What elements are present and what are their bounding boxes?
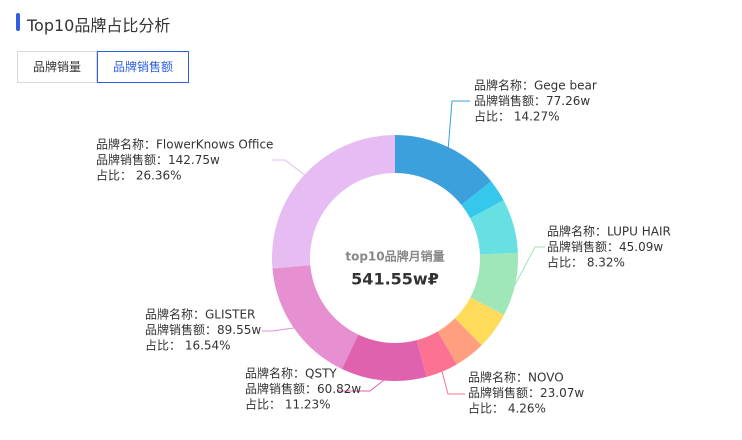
center-title: top10品牌月销量 (345, 249, 444, 264)
leader-line (272, 159, 305, 176)
slice-label: 品牌名称：LUPU HAIR (547, 224, 671, 239)
donut-slice (272, 135, 395, 269)
leader-line (338, 380, 384, 392)
donut-slice (395, 135, 492, 205)
slice-label: 占比： 4.26% (468, 401, 546, 416)
donut-slice (416, 331, 457, 377)
donut-slice (437, 318, 482, 365)
slice-label: 品牌销售额：142.75w (96, 152, 220, 167)
leader-line (447, 100, 470, 148)
slice-label: 品牌名称：Gege bear (474, 78, 597, 93)
title-accent (16, 13, 20, 31)
slice-label: 品牌销售额：77.26w (474, 93, 590, 108)
chart-title: Top10品牌占比分析 (27, 16, 171, 35)
slice-label: 品牌名称：NOVO (468, 370, 564, 385)
donut-slice (470, 200, 518, 255)
donut-slice (272, 265, 359, 369)
slice-label: 品牌销售额：60.82w (245, 381, 361, 396)
slice-label: 品牌名称：QSTY (245, 366, 337, 381)
donut-slice (454, 297, 505, 346)
slice-label: 品牌销售额：89.55w (145, 322, 261, 337)
donut-slice (341, 334, 427, 381)
leader-line (514, 246, 545, 286)
center-value: 541.55w₽ (351, 270, 439, 289)
slice-label: 占比： 14.27% (474, 109, 560, 124)
leader-line (441, 371, 465, 395)
slice-label: 占比： 11.23% (245, 397, 331, 412)
tab[interactable]: 品牌销量 (17, 51, 98, 83)
donut-slice (470, 252, 518, 315)
tab[interactable]: 品牌销售额 (97, 51, 190, 83)
leader-line (262, 327, 294, 332)
tabs: 品牌销量 品牌销售额 (17, 51, 190, 83)
slice-label: 占比： 16.54% (145, 338, 231, 353)
slice-label: 品牌名称：GLISTER (145, 307, 255, 322)
slice-label: 品牌销售额：23.07w (468, 385, 584, 400)
slice-label: 品牌销售额：45.09w (547, 239, 663, 254)
slice-label: 占比： 26.36% (96, 168, 182, 183)
slice-label: 占比： 8.32% (547, 255, 625, 270)
donut-slice (461, 181, 504, 219)
slice-label: 品牌名称：FlowerKnows Office (96, 137, 273, 152)
